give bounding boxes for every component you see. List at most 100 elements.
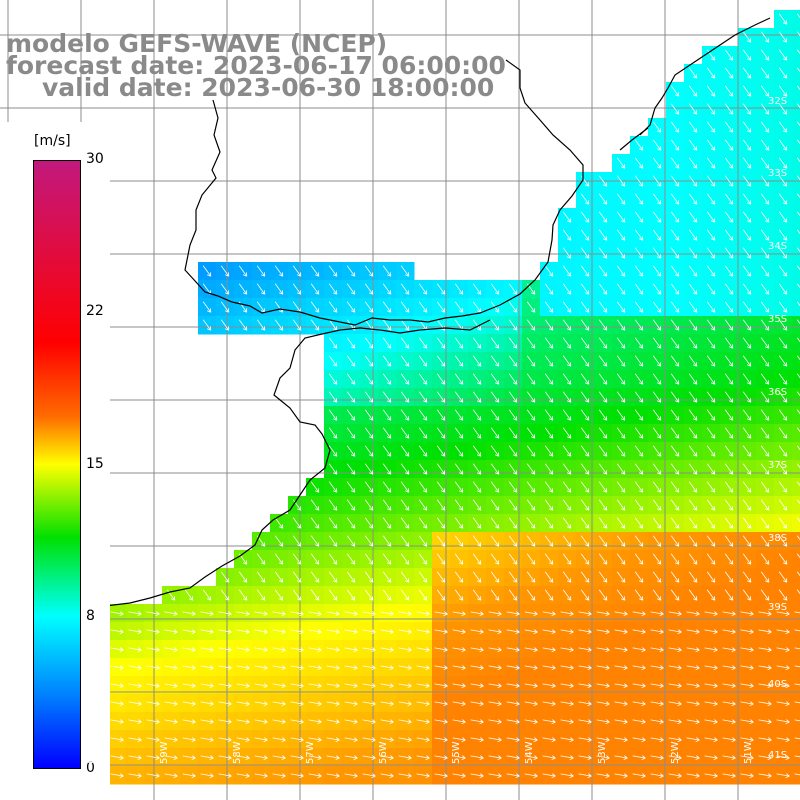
wind-arrow — [308, 647, 322, 652]
wind-arrow — [490, 319, 500, 331]
wind-arrow — [364, 517, 374, 529]
wind-arrow — [796, 13, 800, 19]
wind-arrow — [688, 481, 698, 493]
wind-arrow — [598, 175, 608, 187]
wind-arrow — [220, 589, 230, 601]
wind-arrow — [670, 247, 680, 259]
wind-arrow — [742, 535, 752, 547]
wind-arrow — [760, 445, 770, 457]
wind-arrow — [508, 373, 518, 385]
wind-arrow — [472, 283, 482, 295]
wind-arrow — [346, 391, 356, 403]
wind-arrow — [742, 157, 752, 169]
lon-label: 57W — [305, 741, 316, 764]
wind-arrow — [668, 773, 682, 778]
speed-cell — [792, 370, 800, 389]
wind-arrow — [688, 283, 698, 295]
wind-arrow — [686, 719, 700, 724]
wind-arrow — [110, 737, 124, 742]
wind-arrow — [562, 355, 572, 367]
wind-arrow — [382, 463, 392, 475]
wind-arrow — [454, 409, 464, 421]
wind-arrow — [362, 665, 376, 670]
wind-arrow — [526, 409, 536, 421]
wind-arrow — [454, 337, 464, 349]
wind-arrow — [778, 319, 788, 331]
wind-arrow — [580, 481, 590, 493]
wind-arrow — [704, 755, 718, 760]
wind-arrow — [454, 463, 464, 475]
wind-arrow — [182, 773, 196, 778]
wind-arrow — [290, 647, 304, 652]
wind-arrow — [742, 481, 752, 493]
wind-arrow — [506, 647, 520, 652]
wind-arrow — [490, 535, 500, 547]
wind-arrow — [164, 755, 178, 760]
wind-arrow — [416, 701, 430, 706]
wind-arrow — [398, 665, 412, 670]
wind-arrow — [706, 121, 716, 133]
wind-arrow — [434, 665, 448, 670]
speed-cell — [792, 352, 800, 371]
wind-arrow — [724, 355, 734, 367]
wind-arrow — [146, 611, 160, 616]
wind-arrow — [454, 553, 464, 565]
wind-arrow — [454, 499, 464, 511]
wind-arrow — [634, 499, 644, 511]
wind-arrow — [742, 499, 752, 511]
wind-arrow — [760, 535, 770, 547]
wind-arrow — [688, 193, 698, 205]
wind-arrow — [380, 611, 394, 616]
wind-arrow — [760, 355, 770, 367]
wind-arrow — [490, 553, 500, 565]
wind-arrow — [668, 647, 682, 652]
wind-arrow — [274, 535, 284, 547]
wind-arrow — [616, 445, 626, 457]
lon-label: 60W — [86, 741, 97, 764]
wind-arrow — [670, 301, 680, 313]
wind-arrow — [794, 629, 800, 632]
wind-arrow — [650, 719, 664, 724]
wind-arrow — [742, 445, 752, 457]
wind-arrow — [436, 373, 446, 385]
wind-arrow — [778, 337, 788, 349]
wind-arrow — [670, 337, 680, 349]
wind-arrow — [526, 517, 536, 529]
speed-cell — [792, 46, 800, 65]
wind-arrow — [380, 629, 394, 634]
wind-arrow — [398, 611, 412, 616]
wind-arrow — [634, 301, 644, 313]
wind-arrow — [652, 283, 662, 295]
wind-arrow — [706, 517, 716, 529]
wind-arrow — [706, 319, 716, 331]
wind-arrow — [598, 517, 608, 529]
wind-arrow — [416, 647, 430, 652]
wind-arrow — [562, 265, 572, 277]
wind-arrow — [328, 589, 338, 601]
wind-arrow — [580, 463, 590, 475]
wind-arrow — [724, 193, 734, 205]
wind-arrow — [292, 535, 302, 547]
wind-arrow — [508, 499, 518, 511]
wind-arrow — [580, 373, 590, 385]
wind-arrow — [688, 67, 698, 79]
wind-arrow — [416, 773, 430, 778]
wind-arrow — [580, 229, 590, 241]
wind-arrow — [724, 427, 734, 439]
wind-arrow — [724, 409, 734, 421]
wind-arrow — [128, 629, 142, 634]
wind-arrow — [382, 427, 392, 439]
wind-arrow — [598, 211, 608, 223]
wind-arrow — [238, 589, 248, 601]
wind-arrow — [668, 701, 682, 706]
wind-arrow — [778, 445, 788, 457]
wind-arrow — [560, 701, 574, 706]
wind-arrow — [400, 427, 410, 439]
speed-cell — [792, 334, 800, 353]
wind-arrow — [310, 499, 320, 511]
wind-arrow — [218, 647, 232, 652]
wind-arrow — [544, 337, 554, 349]
wind-arrow — [652, 193, 662, 205]
wind-arrow — [292, 589, 302, 601]
wind-arrow — [470, 701, 484, 706]
